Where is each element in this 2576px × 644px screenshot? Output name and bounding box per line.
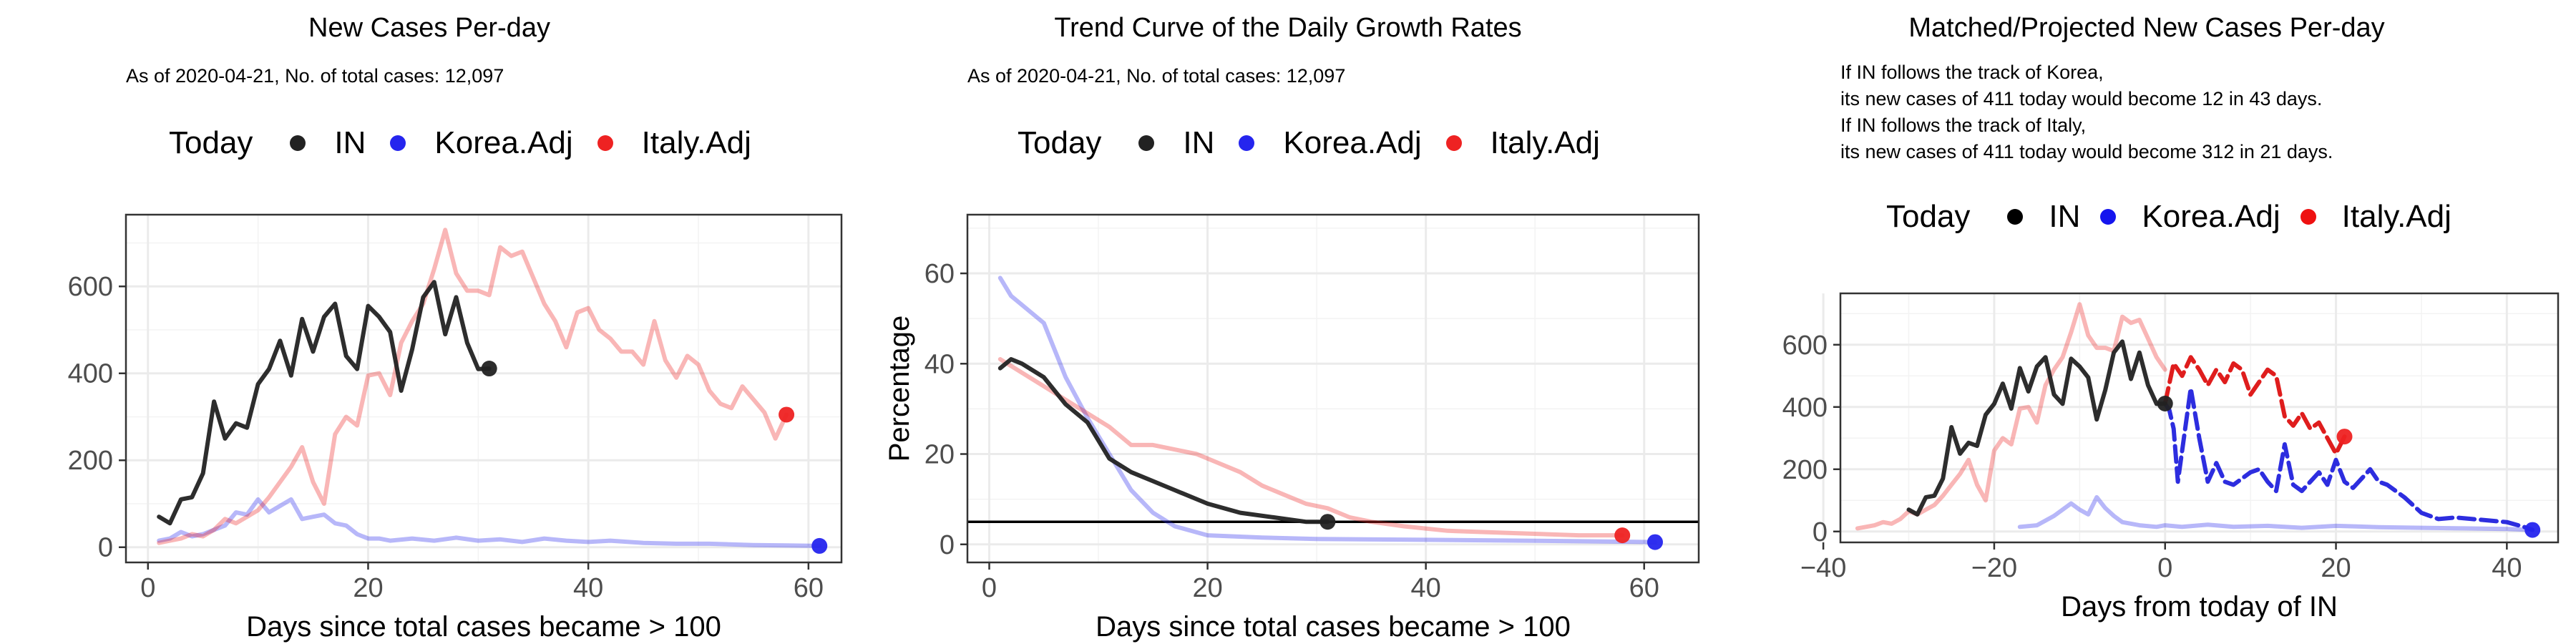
y-tick-label: 600 — [1782, 331, 1828, 361]
legend-item-in: IN — [1138, 125, 1214, 161]
legend-item-in: IN — [290, 125, 366, 161]
legend-dot — [597, 135, 613, 151]
legend-item-korea: Korea.Adj — [1239, 125, 1422, 161]
legend-dot — [1445, 135, 1462, 151]
x-tick-label: 40 — [573, 573, 603, 603]
today-point-korea-adj — [1646, 534, 1663, 550]
y-tick-label: 200 — [68, 446, 113, 476]
legend-label: Italy.Adj — [641, 125, 751, 160]
legend: Today IN Korea.Adj Italy.Adj — [1886, 199, 2472, 235]
legend-item-korea: Korea.Adj — [390, 125, 573, 161]
panel-border — [125, 213, 843, 564]
plot-background — [126, 215, 841, 562]
series-line-italy-adj — [157, 228, 789, 545]
x-tick-label: 20 — [1192, 573, 1222, 603]
y-tick-label: 400 — [1782, 393, 1828, 423]
today-point-in — [481, 361, 497, 377]
legend-title: Today — [1018, 125, 1102, 160]
legend-label: Korea.Adj — [434, 125, 573, 160]
legend-label: IN — [1183, 125, 1215, 160]
today-point-italy-adj — [2336, 429, 2353, 445]
chart-title: New Cases Per-day — [308, 13, 550, 43]
x-tick-label: 0 — [2157, 553, 2172, 583]
y-tick-label: 0 — [1813, 517, 1828, 547]
series-line-korea-adj — [2017, 494, 2535, 532]
legend: Today IN Korea.Adj Italy.Adj — [1018, 125, 1624, 161]
today-point-korea-adj — [811, 537, 828, 554]
legend-dot — [390, 135, 406, 151]
y-axis-title: Percentage — [884, 316, 915, 462]
legend-item-korea: Korea.Adj — [2100, 199, 2280, 235]
legend-dot — [1239, 135, 1255, 151]
x-tick-label: 0 — [982, 573, 997, 603]
y-tick-label: 200 — [1782, 455, 1828, 485]
projection-text: If IN follows the track of Korea, its ne… — [1840, 59, 2333, 165]
legend-label: IN — [334, 125, 366, 160]
series-line-korea-adj — [997, 275, 1657, 545]
y-tick-label: 400 — [68, 359, 113, 389]
x-tick-label: 20 — [2321, 553, 2351, 583]
series-line-in — [1906, 339, 2167, 517]
x-tick-label: 0 — [140, 573, 155, 603]
chart-title: Matched/Projected New Cases Per-day — [1908, 13, 2385, 43]
legend-item-italy: Italy.Adj — [2300, 199, 2451, 235]
x-axis-title: Days since total cases became > 100 — [1096, 611, 1571, 643]
x-tick-label: 40 — [1411, 573, 1441, 603]
panel-border — [1839, 292, 2560, 544]
y-tick-label: 40 — [924, 349, 955, 379]
series-line-in — [157, 280, 492, 526]
legend-dot — [290, 135, 306, 151]
y-tick-label: 0 — [98, 533, 113, 563]
series-line-italy-adj — [997, 357, 1625, 538]
projection-line: its new cases of 411 today would become … — [1840, 88, 2323, 109]
projection-line: If IN follows the track of Korea, — [1840, 62, 2104, 83]
legend-label: Korea.Adj — [2142, 199, 2280, 234]
x-tick-label: 60 — [794, 573, 824, 603]
plot-background — [1840, 293, 2558, 542]
y-tick-label: 60 — [924, 259, 955, 289]
y-tick-label: 0 — [940, 530, 955, 560]
today-point-italy-adj — [1614, 527, 1631, 544]
legend-dot — [2007, 209, 2024, 225]
today-point-in — [2157, 395, 2173, 411]
today-point-korea-adj — [2524, 522, 2541, 538]
projection-line: If IN follows the track of Italy, — [1840, 114, 2087, 136]
legend-title: Today — [169, 125, 253, 160]
chart-subtitle: As of 2020-04-21, No. of total cases: 12… — [126, 65, 504, 87]
legend-label: IN — [2049, 199, 2081, 234]
legend-label: Korea.Adj — [1283, 125, 1422, 160]
legend: Today IN Korea.Adj Italy.Adj — [169, 125, 776, 161]
x-tick-label: 60 — [1629, 573, 1659, 603]
legend-item-italy: Italy.Adj — [1445, 125, 1600, 161]
x-tick-label: 40 — [2492, 553, 2522, 583]
series-line-in — [997, 357, 1330, 525]
series-line-korea-projection — [2162, 386, 2535, 532]
x-tick-label: −20 — [1971, 553, 2017, 583]
x-tick-label: −40 — [1800, 553, 1846, 583]
projection-line: its new cases of 411 today would become … — [1840, 141, 2333, 162]
chart-subtitle: As of 2020-04-21, No. of total cases: 12… — [967, 65, 1346, 87]
legend-label: Italy.Adj — [2341, 199, 2451, 234]
y-tick-label: 20 — [924, 440, 955, 470]
panel-border — [966, 213, 1700, 564]
series-line-italy-projection — [2162, 355, 2347, 456]
legend-item-italy: Italy.Adj — [597, 125, 751, 161]
today-point-in — [1319, 514, 1336, 530]
x-tick-label: 20 — [353, 573, 383, 603]
legend-label: Italy.Adj — [1490, 125, 1600, 160]
legend-dot — [1138, 135, 1155, 151]
legend-dot — [2100, 209, 2117, 225]
chart-growth-rates: 0 20 40 60 0 20 40 60 Days since total cases bec… — [884, 213, 1700, 643]
chart-title: Trend Curve of the Daily Growth Rates — [1054, 13, 1522, 43]
today-point-italy-adj — [779, 406, 795, 423]
series-line-korea-adj — [157, 497, 822, 548]
legend-dot — [2300, 209, 2316, 225]
x-axis-title: Days since total cases became > 100 — [246, 611, 721, 643]
legend-title: Today — [1886, 199, 1971, 234]
y-tick-label: 600 — [68, 272, 113, 302]
x-axis-title: Days from today of IN — [2061, 591, 2338, 623]
legend-item-in: IN — [2007, 199, 2080, 235]
